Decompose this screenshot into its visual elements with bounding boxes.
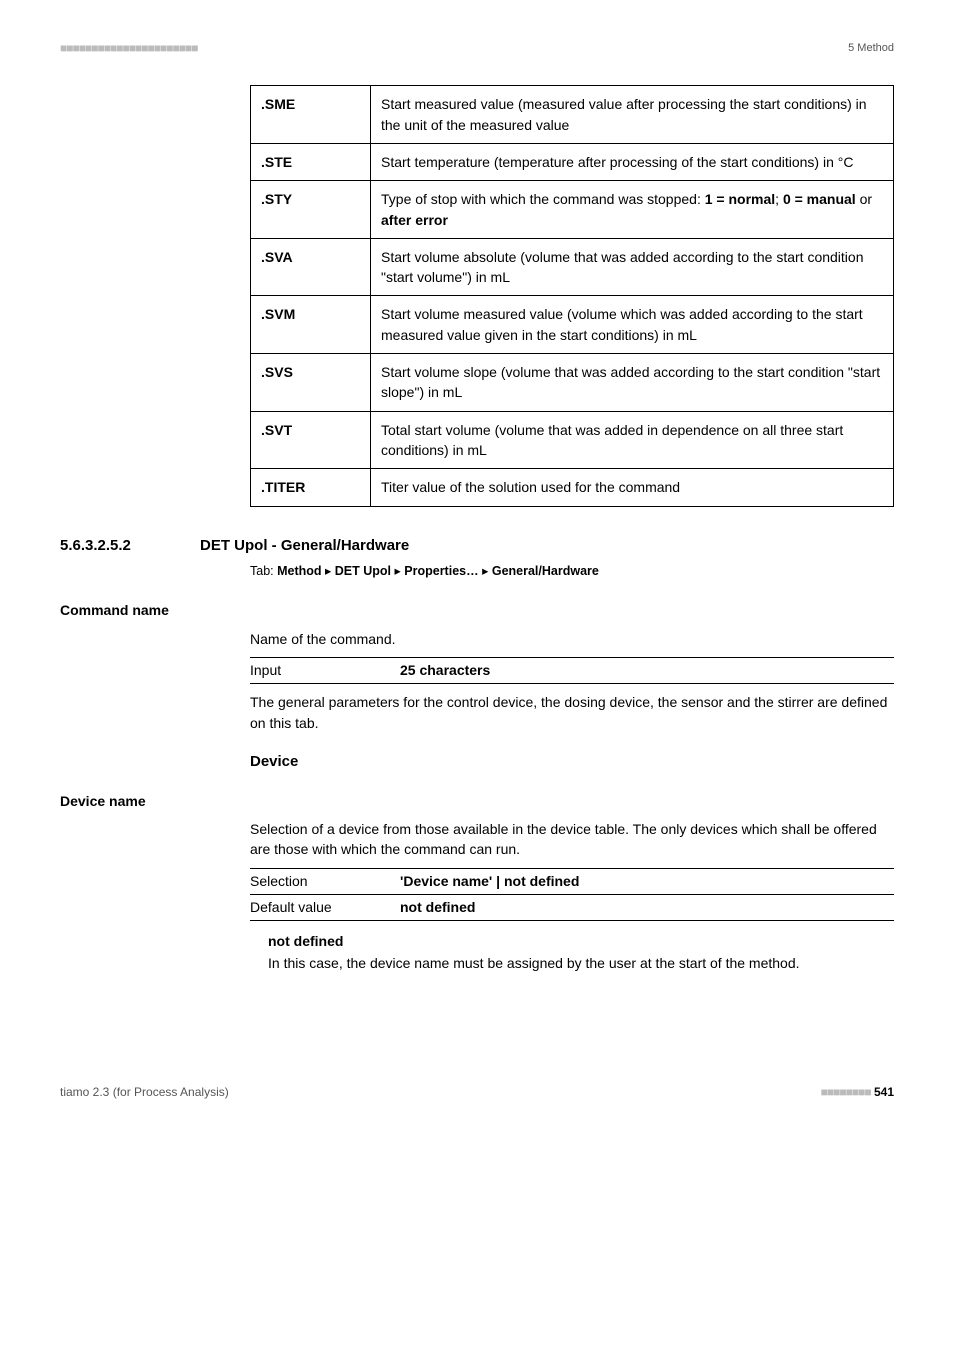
table-key: .SVM <box>251 296 371 354</box>
table-key: .SVS <box>251 354 371 412</box>
table-desc: Start temperature (temperature after pro… <box>371 143 894 180</box>
table-row: .STYType of stop with which the command … <box>251 181 894 239</box>
table-row: .STEStart temperature (temperature after… <box>251 143 894 180</box>
page-header: ■■■■■■■■■■■■■■■■■■■■■■ 5 Method <box>60 40 894 57</box>
table-key: .STY <box>251 181 371 239</box>
tab-breadcrumb: Tab: Method ▸ DET Upol ▸ Properties… ▸ G… <box>250 562 894 580</box>
footer-left: tiamo 2.3 (for Process Analysis) <box>60 1084 229 1101</box>
command-name-label: Command name <box>60 600 894 620</box>
variable-table: .SMEStart measured value (measured value… <box>250 85 894 506</box>
table-desc: Total start volume (volume that was adde… <box>371 411 894 469</box>
table-row: .SMEStart measured value (measured value… <box>251 86 894 144</box>
default-row: Default value not defined <box>250 895 894 921</box>
section-title: DET Upol - General/Hardware <box>200 535 409 557</box>
table-key: .SVA <box>251 238 371 296</box>
table-row: .TITERTiter value of the solution used f… <box>251 469 894 506</box>
table-desc: Start volume absolute (volume that was a… <box>371 238 894 296</box>
input-row: Input 25 characters <box>250 658 894 684</box>
table-row: .SVMStart volume measured value (volume … <box>251 296 894 354</box>
selection-row: Selection 'Device name' | not defined <box>250 869 894 895</box>
not-defined-block: not defined In this case, the device nam… <box>250 931 894 974</box>
table-key: .SME <box>251 86 371 144</box>
footer-marks: ■■■■■■■■ <box>821 1085 871 1099</box>
table-key: .SVT <box>251 411 371 469</box>
page-number: 541 <box>874 1085 894 1099</box>
section-number: 5.6.3.2.5.2 <box>60 535 200 557</box>
table-row: .SVSStart volume slope (volume that was … <box>251 354 894 412</box>
table-key: .TITER <box>251 469 371 506</box>
command-name-after: The general parameters for the control d… <box>250 692 894 733</box>
section-heading: 5.6.3.2.5.2 DET Upol - General/Hardware <box>60 535 894 557</box>
header-section: 5 Method <box>848 41 894 57</box>
table-desc: Titer value of the solution used for the… <box>371 469 894 506</box>
table-row: .SVTTotal start volume (volume that was … <box>251 411 894 469</box>
table-desc: Start volume measured value (volume whic… <box>371 296 894 354</box>
device-name-label: Device name <box>60 791 894 811</box>
command-name-desc: Name of the command. <box>250 629 894 649</box>
table-desc: Type of stop with which the command was … <box>371 181 894 239</box>
device-name-desc: Selection of a device from those availab… <box>250 819 894 860</box>
device-heading: Device <box>250 751 894 773</box>
header-marks: ■■■■■■■■■■■■■■■■■■■■■■ <box>60 40 197 57</box>
table-row: .SVAStart volume absolute (volume that w… <box>251 238 894 296</box>
table-desc: Start measured value (measured value aft… <box>371 86 894 144</box>
table-key: .STE <box>251 143 371 180</box>
page-footer: tiamo 2.3 (for Process Analysis) ■■■■■■■… <box>60 1084 894 1101</box>
table-desc: Start volume slope (volume that was adde… <box>371 354 894 412</box>
